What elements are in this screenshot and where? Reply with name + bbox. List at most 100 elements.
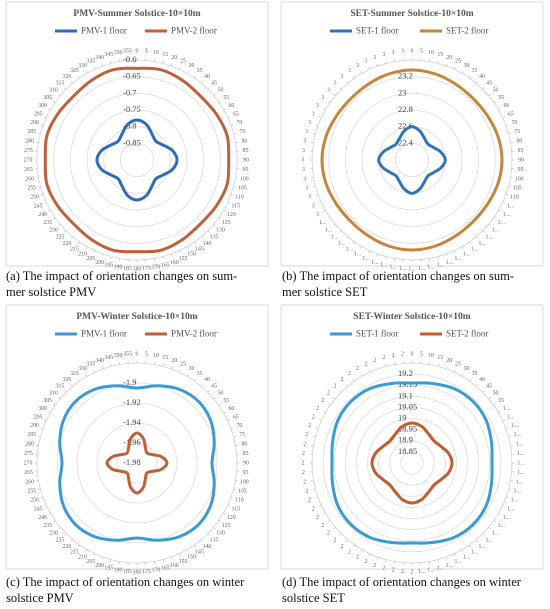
radial-tick-label: -0.8 [123,121,136,131]
angle-tick-label: 10 [153,353,159,359]
angle-tick [110,363,112,367]
angle-tick-label: 2 [333,537,336,543]
angle-tick-label: 330 [78,366,87,372]
angle-tick-label: 1... [514,489,522,495]
angle-tick [469,378,472,382]
angle-tick [318,419,322,422]
angle-tick [218,217,222,220]
angle-tick [505,193,509,196]
angle-tick-label: 200 [95,563,104,569]
chart-title: SET-Summer Solstice-10×10m [350,9,473,19]
angle-tick [162,363,164,367]
angle-tick-label: 120 [227,515,236,521]
angle-tick [360,71,363,74]
angle-tick [339,390,342,393]
angle-tick [58,396,61,399]
angle-tick-label: 1... [478,544,486,550]
angle-tick [186,549,189,552]
angle-tick-label: 2 [392,568,395,574]
angle-tick [508,488,512,490]
radial-tick-label: 19.2 [398,368,413,378]
angle-tick [445,366,448,370]
angle-tick [40,124,44,127]
angle-tick [437,256,439,260]
angle-tick-label: 5 [420,352,423,358]
angle-tick-label: 1... [319,220,327,226]
chart-title: PMV-Winter Solstice-10×10m [76,312,197,322]
angle-tick [368,66,371,70]
angle-tick-label: 45 [211,383,217,389]
angle-tick-label: 70 [237,120,243,126]
angle-tick-label: 235 [43,220,52,226]
angle-tick-label: 50 [493,87,499,93]
legend-label: PMV-2 floor [171,329,217,339]
angle-tick [339,230,342,233]
angle-tick [505,124,509,127]
angle-tick [213,527,216,530]
angle-tick [368,369,371,373]
angle-tick-label: 295 [34,414,43,420]
angle-tick-label: 90 [518,157,524,163]
angle-tick-label: 145 [195,247,204,253]
angle-tick [445,556,448,560]
angle-tick-label: 305 [43,398,52,404]
angle-tick-label: 345 [104,52,113,58]
angle-tick-label: 25 [180,59,186,65]
angle-tick [360,246,363,249]
angle-tick [318,116,322,119]
angle-tick-label: 140 [203,241,212,247]
angle-tick-label: 2 [316,515,319,521]
angle-tick-label: 105 [238,186,247,192]
caption: mer solstice PMV [6,285,96,299]
angle-tick-label: 250 [30,498,39,504]
angle-tick-label: 250 [30,195,39,201]
angle-tick [110,60,112,64]
angle-tick-label: 115 [232,506,241,512]
angle-tick [207,390,210,393]
angle-tick [476,81,479,84]
angle-tick-label: 60 [503,103,509,109]
angle-tick [170,556,173,560]
angle-tick-label: 240 [38,515,47,521]
angle-tick [218,100,222,103]
angle-tick-label: 1... [454,559,462,565]
radial-tick-label: 18.95 [398,424,417,434]
angle-tick [223,411,226,414]
angle-tick-label: 20 [171,55,177,61]
angle-tick-label: 3 [312,203,315,209]
angle-tick-label: 340 [95,358,104,364]
angle-tick-label: 3 [373,55,376,61]
angle-tick-label: 2 [340,544,343,550]
series-line [330,381,494,545]
angle-tick [207,533,210,536]
angle-tick-label: 300 [38,406,47,412]
angle-tick-label: 300 [38,103,47,109]
angle-tick [327,403,331,406]
legend-label: SET-2 floor [446,329,488,339]
legend-label: PMV-1 floor [81,26,127,36]
angle-tick-label: 2 [356,366,359,372]
angle-tick [58,93,61,96]
angle-tick [339,533,342,536]
angle-tick-label: 280 [25,138,34,144]
grid-ring [86,109,188,211]
angle-tick-label: 15 [162,52,168,58]
angle-tick-label: 45 [486,383,492,389]
panel-frame [280,1,544,267]
angle-tick-label: 110 [510,195,519,201]
series-line [58,384,216,542]
angle-tick-label: 2 [382,355,385,361]
angle-tick-label: 2 [356,555,359,561]
angle-tick-label: 255 [27,489,36,495]
angle-tick [201,236,204,239]
angle-tick-label: 120 [227,212,236,218]
angle-tick-label: 275 [24,451,33,457]
radial-tick-label: -1.9 [123,377,136,387]
angle-tick [469,75,472,79]
angle-tick [360,374,363,377]
radial-tick-label: 19 [398,413,407,423]
angle-tick-label: 205 [87,559,96,565]
angle-tick-label: 2 [401,569,404,575]
angle-tick [502,116,506,119]
